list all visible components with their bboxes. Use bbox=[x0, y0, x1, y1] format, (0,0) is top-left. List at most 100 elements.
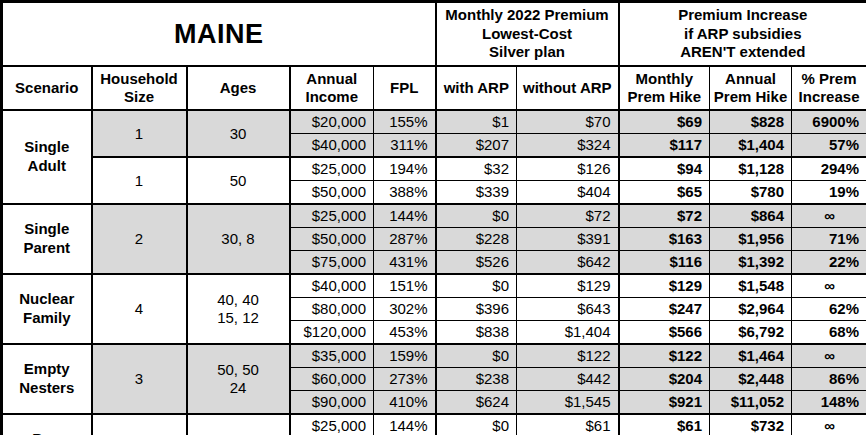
cell-without-arp: $72 bbox=[517, 204, 619, 228]
col-header-monthly-hike: Monthly Prem Hike bbox=[619, 66, 710, 110]
cell-with-arp: $0 bbox=[436, 414, 517, 435]
cell-ages: 50, 50 24 bbox=[187, 344, 290, 414]
cell-without-arp: $442 bbox=[517, 368, 619, 391]
cell-with-arp: $207 bbox=[436, 134, 517, 158]
cell-monthly-hike: $247 bbox=[619, 298, 710, 321]
cell-annual-income: $80,000 bbox=[290, 298, 374, 321]
cell-pct-increase: 57% bbox=[792, 134, 866, 158]
cell-pct-increase: ∞ bbox=[792, 274, 866, 298]
cell-annual-hike: $1,464 bbox=[710, 344, 792, 368]
cell-pct-increase: 68% bbox=[792, 321, 866, 345]
cell-fpl: 287% bbox=[374, 228, 436, 251]
cell-without-arp: $126 bbox=[517, 157, 619, 181]
cell-fpl: 144% bbox=[374, 414, 436, 435]
table-row: Nuclear Family440, 40 15, 12$40,000151%$… bbox=[2, 274, 866, 298]
cell-annual-hike: $1,956 bbox=[710, 228, 792, 251]
cell-with-arp: $0 bbox=[436, 274, 517, 298]
col-header-ages: Ages bbox=[187, 66, 290, 110]
premium-table: MAINE Monthly 2022 Premium Lowest-Cost S… bbox=[0, 0, 866, 435]
cell-monthly-hike: $72 bbox=[619, 204, 710, 228]
cell-monthly-hike: $566 bbox=[619, 321, 710, 345]
table-header: MAINE Monthly 2022 Premium Lowest-Cost S… bbox=[2, 2, 866, 111]
cell-household-size: 3 bbox=[92, 344, 187, 414]
table-row: Single Adult130$20,000155%$1$70$69$82869… bbox=[2, 110, 866, 134]
cell-annual-hike: $1,128 bbox=[710, 157, 792, 181]
cell-ages: 40, 40 15, 12 bbox=[187, 274, 290, 344]
cell-fpl: 311% bbox=[374, 134, 436, 158]
state-title: MAINE bbox=[2, 2, 436, 67]
cell-scenario: Nuclear Family bbox=[2, 274, 92, 344]
cell-with-arp: $238 bbox=[436, 368, 517, 391]
cell-with-arp: $396 bbox=[436, 298, 517, 321]
col-header-fpl: FPL bbox=[374, 66, 436, 110]
cell-annual-income: $50,000 bbox=[290, 228, 374, 251]
cell-scenario: Pre- Retirees bbox=[2, 414, 92, 435]
increase-group-header: Premium Increase if ARP subsidies AREN'T… bbox=[619, 2, 866, 67]
cell-with-arp: $228 bbox=[436, 228, 517, 251]
cell-without-arp: $1,404 bbox=[517, 321, 619, 345]
cell-with-arp: $0 bbox=[436, 204, 517, 228]
cell-pct-increase: 71% bbox=[792, 228, 866, 251]
column-header-row: Scenario Household Size Ages Annual Inco… bbox=[2, 66, 866, 110]
cell-annual-hike: $6,792 bbox=[710, 321, 792, 345]
cell-annual-income: $25,000 bbox=[290, 204, 374, 228]
cell-annual-hike: $1,392 bbox=[710, 251, 792, 275]
cell-fpl: 155% bbox=[374, 110, 436, 134]
col-header-annual-income: Annual Income bbox=[290, 66, 374, 110]
cell-without-arp: $122 bbox=[517, 344, 619, 368]
cell-with-arp: $32 bbox=[436, 157, 517, 181]
cell-monthly-hike: $94 bbox=[619, 157, 710, 181]
cell-annual-income: $40,000 bbox=[290, 134, 374, 158]
cell-monthly-hike: $117 bbox=[619, 134, 710, 158]
premium-group-header: Monthly 2022 Premium Lowest-Cost Silver … bbox=[436, 2, 619, 67]
cell-annual-hike: $732 bbox=[710, 414, 792, 435]
cell-household-size: 2 bbox=[92, 414, 187, 435]
cell-monthly-hike: $129 bbox=[619, 274, 710, 298]
title-row: MAINE Monthly 2022 Premium Lowest-Cost S… bbox=[2, 2, 866, 67]
col-header-annual-hike: Annual Prem Hike bbox=[710, 66, 792, 110]
cell-with-arp: $1 bbox=[436, 110, 517, 134]
cell-scenario: Empty Nesters bbox=[2, 344, 92, 414]
cell-annual-hike: $11,052 bbox=[710, 391, 792, 415]
table-row: 150$25,000194%$32$126$94$1,128294% bbox=[2, 157, 866, 181]
cell-pct-increase: 22% bbox=[792, 251, 866, 275]
cell-monthly-hike: $65 bbox=[619, 181, 710, 205]
cell-pct-increase: 294% bbox=[792, 157, 866, 181]
cell-annual-hike: $828 bbox=[710, 110, 792, 134]
cell-monthly-hike: $921 bbox=[619, 391, 710, 415]
cell-pct-increase: 86% bbox=[792, 368, 866, 391]
cell-without-arp: $642 bbox=[517, 251, 619, 275]
cell-without-arp: $129 bbox=[517, 274, 619, 298]
cell-monthly-hike: $116 bbox=[619, 251, 710, 275]
cell-with-arp: $526 bbox=[436, 251, 517, 275]
cell-without-arp: $391 bbox=[517, 228, 619, 251]
cell-fpl: 410% bbox=[374, 391, 436, 415]
cell-annual-income: $60,000 bbox=[290, 368, 374, 391]
cell-ages: 50 bbox=[187, 157, 290, 204]
cell-annual-hike: $2,964 bbox=[710, 298, 792, 321]
col-header-without-arp: without ARP bbox=[517, 66, 619, 110]
cell-ages: 30 bbox=[187, 110, 290, 157]
cell-monthly-hike: $204 bbox=[619, 368, 710, 391]
cell-pct-increase: 6900% bbox=[792, 110, 866, 134]
col-header-pct-increase: % Prem Increase bbox=[792, 66, 866, 110]
cell-fpl: 144% bbox=[374, 204, 436, 228]
cell-scenario: Single Adult bbox=[2, 110, 92, 204]
cell-pct-increase: ∞ bbox=[792, 414, 866, 435]
table-row: Pre- Retirees260, 60$25,000144%$0$61$61$… bbox=[2, 414, 866, 435]
cell-fpl: 194% bbox=[374, 157, 436, 181]
cell-monthly-hike: $122 bbox=[619, 344, 710, 368]
cell-annual-income: $20,000 bbox=[290, 110, 374, 134]
cell-household-size: 4 bbox=[92, 274, 187, 344]
cell-pct-increase: 148% bbox=[792, 391, 866, 415]
cell-fpl: 273% bbox=[374, 368, 436, 391]
cell-annual-income: $40,000 bbox=[290, 274, 374, 298]
cell-fpl: 151% bbox=[374, 274, 436, 298]
col-header-household-size: Household Size bbox=[92, 66, 187, 110]
cell-annual-income: $50,000 bbox=[290, 181, 374, 205]
cell-fpl: 431% bbox=[374, 251, 436, 275]
col-header-with-arp: with ARP bbox=[436, 66, 517, 110]
cell-pct-increase: ∞ bbox=[792, 204, 866, 228]
cell-annual-income: $120,000 bbox=[290, 321, 374, 345]
cell-household-size: 1 bbox=[92, 157, 187, 204]
